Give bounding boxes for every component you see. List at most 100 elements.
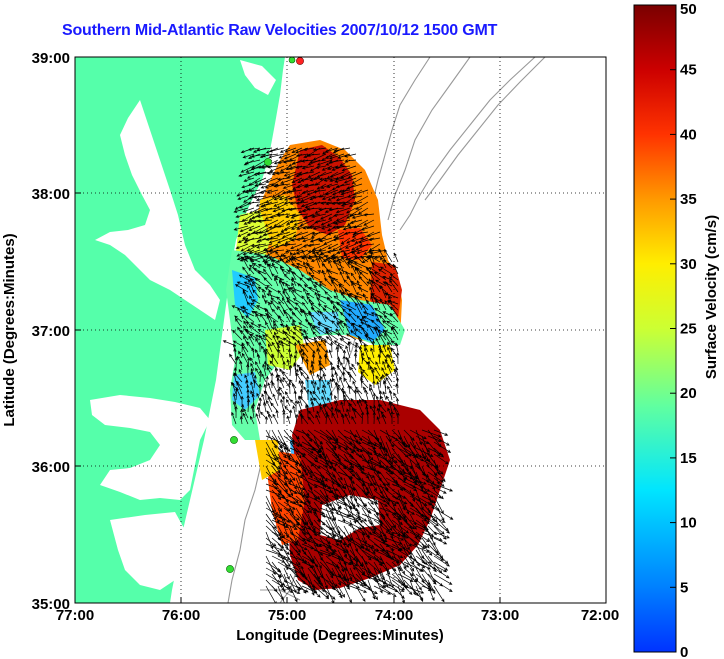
velocity-arrow	[312, 330, 321, 341]
velocity-arrow	[295, 243, 309, 252]
velocity-arrow	[351, 231, 363, 238]
velocity-arrow	[373, 483, 389, 490]
colorbar-tick-label: 30	[680, 256, 697, 273]
velocity-arrow	[242, 256, 249, 269]
velocity-arrow	[375, 375, 381, 383]
velocity-arrow	[379, 333, 387, 347]
velocity-arrow	[363, 219, 375, 226]
velocity-arrow	[277, 305, 285, 317]
velocity-arrow	[240, 165, 255, 173]
velocity-arrow	[277, 289, 285, 299]
velocity-arrow	[255, 367, 261, 377]
velocity-arrow	[289, 287, 303, 293]
velocity-arrow	[286, 299, 297, 311]
velocity-arrow	[351, 282, 357, 293]
velocity-arrow	[331, 465, 343, 481]
velocity-arrow	[289, 409, 293, 419]
velocity-arrow	[306, 388, 310, 401]
velocity-arrow	[367, 543, 376, 555]
velocity-arrow	[279, 257, 291, 269]
velocity-arrow	[271, 525, 281, 541]
velocity-arrow	[295, 147, 309, 154]
velocity-arrow	[343, 549, 357, 561]
velocity-arrow	[331, 189, 345, 196]
velocity-arrow	[351, 243, 363, 251]
velocity-arrow	[306, 292, 315, 299]
velocity-arrow	[301, 189, 315, 195]
velocity-arrow	[301, 453, 315, 467]
velocity-arrow	[325, 585, 335, 603]
velocity-arrow	[321, 165, 333, 171]
velocity-arrow	[367, 477, 378, 492]
velocity-arrow	[320, 183, 333, 189]
velocity-arrow	[381, 414, 387, 425]
velocity-arrow	[256, 207, 273, 214]
velocity-arrow	[241, 342, 249, 353]
velocity-arrow	[385, 525, 393, 539]
velocity-arrow	[308, 410, 315, 419]
velocity-arrow	[313, 555, 322, 569]
velocity-arrow	[327, 243, 339, 250]
velocity-arrow	[246, 398, 251, 413]
velocity-arrow	[336, 333, 351, 341]
velocity-arrow	[377, 353, 381, 365]
velocity-arrow	[231, 411, 237, 425]
velocity-arrow	[250, 302, 261, 311]
velocity-arrow	[283, 201, 297, 205]
velocity-arrow	[243, 177, 255, 183]
velocity-arrow	[296, 265, 303, 275]
velocity-arrow	[427, 585, 435, 602]
velocity-arrow	[248, 267, 255, 275]
velocity-arrow	[433, 531, 450, 539]
velocity-arrow	[271, 489, 282, 501]
velocity-arrow	[315, 251, 327, 263]
velocity-arrow	[382, 344, 387, 353]
velocity-arrow	[355, 537, 375, 548]
velocity-arrow	[256, 213, 273, 218]
velocity-arrow	[242, 207, 255, 213]
colorbar-tick-label: 35	[680, 191, 697, 208]
velocity-arrow	[390, 340, 399, 347]
velocity-arrow	[272, 262, 279, 275]
velocity-arrow	[320, 201, 333, 205]
velocity-arrow	[358, 276, 369, 287]
velocity-arrow	[433, 441, 452, 453]
velocity-arrow	[378, 390, 383, 401]
colorbar	[633, 4, 677, 653]
velocity-arrow	[339, 338, 351, 347]
velocity-arrow	[349, 579, 364, 586]
station-marker	[226, 565, 234, 573]
velocity-arrow	[295, 153, 309, 158]
velocity-arrow	[382, 259, 393, 269]
velocity-arrow	[338, 189, 351, 193]
velocity-arrow	[298, 171, 315, 176]
velocity-arrow	[361, 326, 369, 341]
velocity-arrow	[334, 407, 339, 419]
velocity-arrow	[257, 219, 273, 223]
velocity-arrow	[301, 165, 315, 170]
velocity-arrow	[366, 266, 375, 281]
velocity-arrow	[271, 381, 279, 395]
velocity-arrow	[325, 159, 339, 166]
velocity-arrow	[276, 255, 291, 263]
velocity-arrow	[331, 243, 345, 252]
velocity-arrow	[277, 441, 291, 452]
velocity-arrow	[275, 409, 279, 419]
velocity-arrow	[308, 254, 315, 263]
velocity-arrow	[261, 294, 267, 305]
velocity-arrow	[314, 339, 321, 353]
velocity-arrow	[356, 249, 369, 255]
velocity-arrow	[336, 201, 351, 206]
velocity-arrow	[340, 291, 351, 305]
velocity-arrow	[282, 360, 286, 371]
colorbar-tick-label: 50	[680, 1, 697, 18]
velocity-arrow	[358, 398, 363, 407]
velocity-arrow	[316, 294, 327, 299]
velocity-arrow	[333, 400, 339, 413]
velocity-arrow	[306, 189, 321, 196]
velocity-arrow	[331, 183, 345, 191]
velocity-arrow	[391, 555, 410, 568]
velocity-arrow	[384, 358, 393, 371]
velocity-arrow	[403, 555, 415, 572]
velocity-arrow	[332, 231, 345, 238]
